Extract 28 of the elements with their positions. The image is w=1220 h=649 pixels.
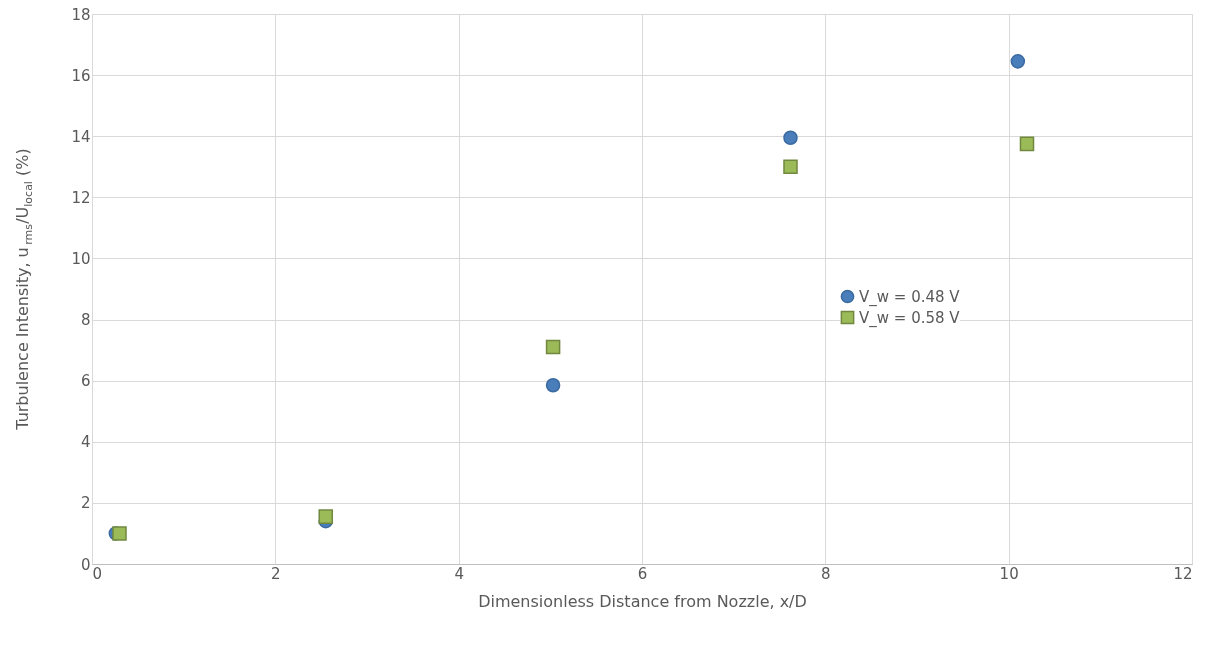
point: [545, 339, 561, 355]
y-tick-label: 6: [80, 372, 91, 391]
x-tick-label: 2: [271, 564, 281, 583]
point: [783, 159, 798, 175]
x-tick-label: 4: [454, 564, 464, 583]
y-tick-label: 10: [71, 249, 91, 268]
point: [545, 377, 561, 393]
point: [318, 509, 334, 524]
point: [783, 130, 798, 146]
legend-label: V_w = 0.48 V: [859, 287, 961, 307]
x-tick-label: 10: [999, 564, 1019, 583]
y-axis-title: Turbulence Intensity, urms/Ulocal (%): [13, 148, 35, 431]
y-tick-label: 12: [71, 188, 91, 207]
x-tick-label: 0: [92, 564, 103, 583]
point: [112, 526, 127, 541]
y-tick-label: 18: [71, 5, 91, 24]
y-tick-label: 14: [71, 127, 91, 146]
y-tick-label: 4: [80, 433, 91, 452]
x-tick-label: 6: [637, 564, 648, 583]
legend-label: V_w = 0.58 V: [859, 308, 961, 328]
y-tick-label: 16: [71, 66, 91, 85]
x-tick-label: 8: [821, 564, 831, 583]
point: [1010, 54, 1026, 69]
y-tick-label: 2: [80, 494, 91, 513]
x-tick-label: 12: [1173, 564, 1193, 583]
point: [1019, 136, 1035, 152]
x-axis-title: Dimensionless Distance from Nozzle, x/D: [478, 591, 807, 611]
y-tick-label: 8: [80, 311, 91, 330]
